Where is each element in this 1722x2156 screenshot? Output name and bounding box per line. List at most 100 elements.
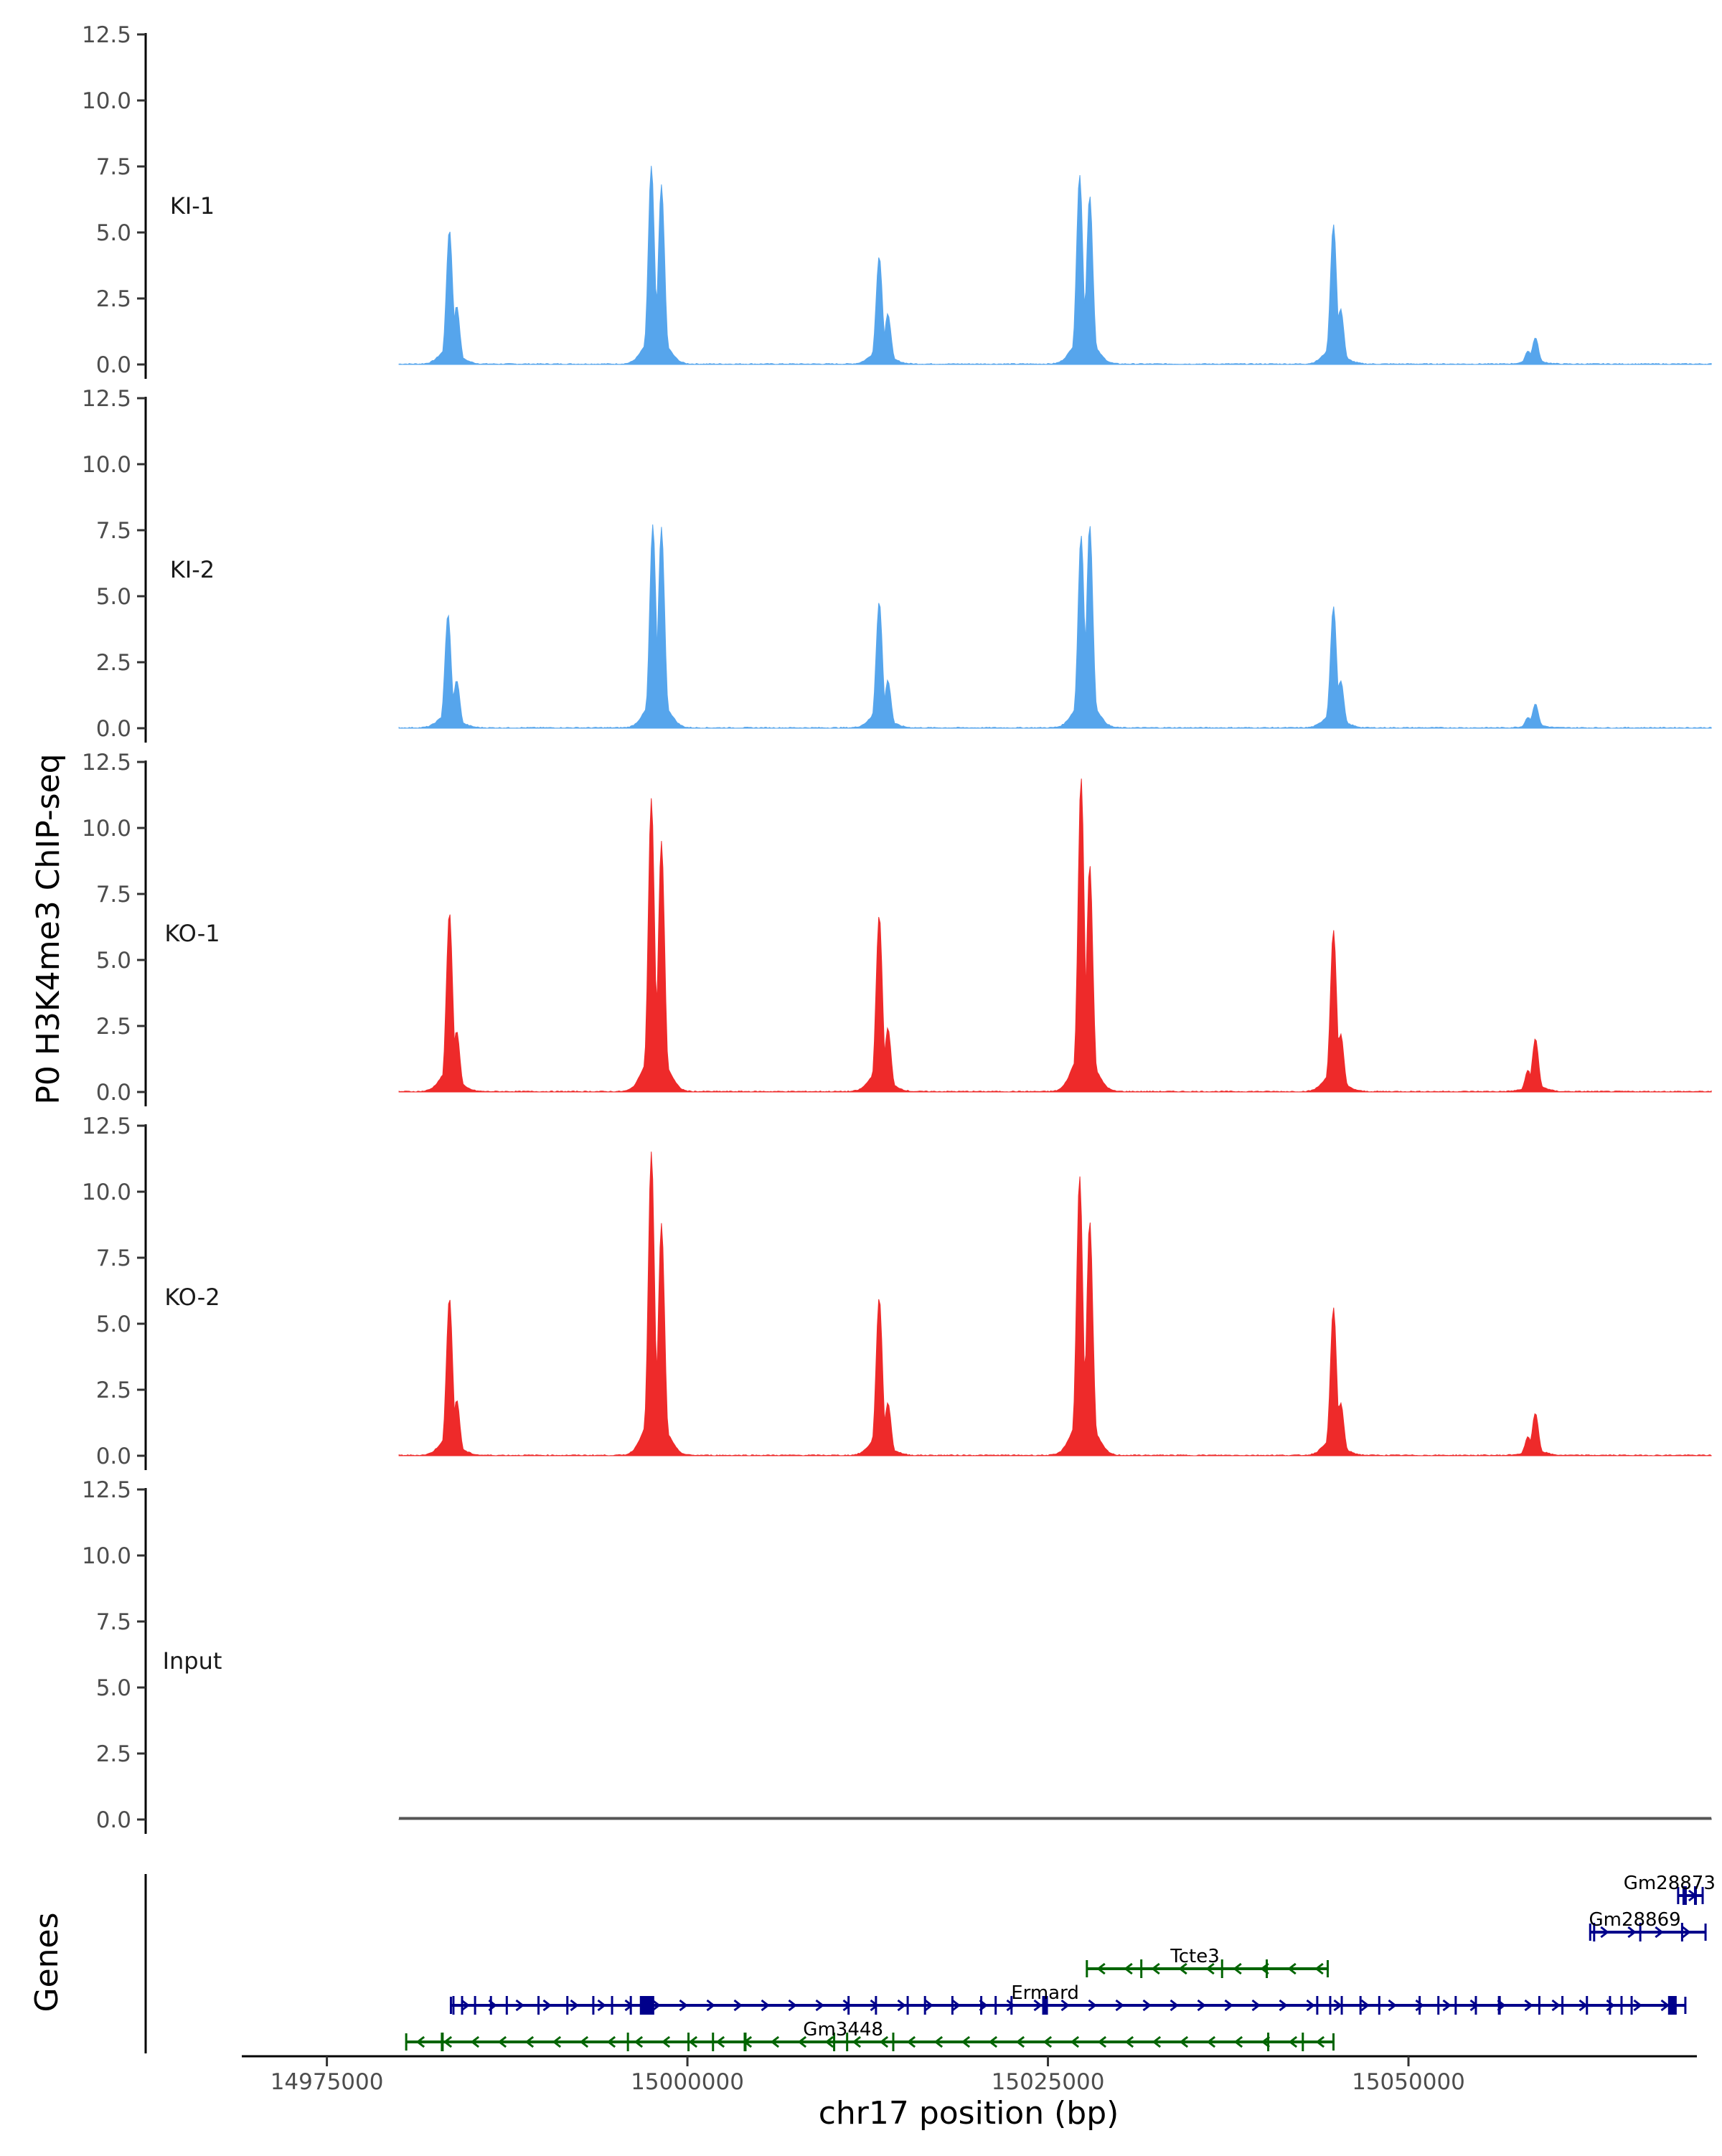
y-tick-label: 0.0	[96, 716, 131, 742]
exon	[566, 1996, 569, 2015]
exon	[712, 2033, 715, 2051]
strand-arrow	[1551, 1999, 1561, 2012]
exon	[1302, 2033, 1304, 2051]
gene-gm28869: Gm28869	[1589, 1909, 1707, 1941]
y-tick-label: 0.0	[96, 1807, 131, 1833]
exon	[1497, 1996, 1501, 2015]
exon	[846, 2033, 849, 2051]
y-tick-label: 2.5	[96, 286, 131, 312]
strand-arrow	[552, 2035, 562, 2048]
strand-arrow	[461, 1999, 470, 2012]
strand-arrow	[1142, 1999, 1152, 2012]
strand-arrow	[515, 1999, 524, 2012]
y-tick-label: 2.5	[96, 1741, 131, 1767]
exon	[1609, 1996, 1612, 2015]
exon	[951, 1996, 954, 2015]
exon	[1693, 1886, 1697, 1905]
exon	[1586, 1996, 1589, 2015]
exon	[906, 1996, 909, 2015]
exon	[1682, 1886, 1687, 1905]
y-tick-label: 5.0	[96, 948, 131, 974]
y-tick-label: 2.5	[96, 1014, 131, 1040]
strand-arrow	[1360, 1999, 1370, 2012]
track-input: 0.0 2.5 5.0 7.5 10.0 12.5 Input	[82, 1477, 1712, 1834]
y-tick-label: 12.5	[82, 1114, 131, 1139]
strand-arrow	[1682, 1926, 1691, 1939]
strand-arrow	[951, 1999, 961, 2012]
track-ki-2: 0.0 2.5 5.0 7.5 10.0 12.5 KI-2	[82, 386, 1712, 743]
strand-arrow	[1224, 1999, 1233, 2012]
exon	[1316, 1996, 1319, 2015]
strand-arrow	[988, 2035, 998, 2048]
exon	[489, 1996, 492, 2015]
y-tick-label: 0.0	[96, 1080, 131, 1106]
strand-arrow	[1660, 1999, 1670, 2012]
strand-arrow	[715, 2035, 725, 2048]
x-axis: 14975000 15000000 15025000 15050000	[242, 2055, 1697, 2095]
y-tick-label: 7.5	[96, 1246, 131, 1271]
exon	[1340, 1996, 1343, 2015]
exon	[1010, 1996, 1013, 2015]
strand-arrow	[879, 2035, 889, 2048]
track-label: KO-1	[164, 920, 220, 947]
y-tick-label: 0.0	[96, 1444, 131, 1469]
gene-label: Gm28869	[1589, 1909, 1680, 1931]
gene-gm28873: Gm28873	[1624, 1873, 1716, 1905]
exon	[441, 2033, 444, 2051]
exon	[1266, 1959, 1269, 1978]
gene-gm3448: Gm3448	[405, 2019, 1335, 2051]
strand-arrow	[688, 2035, 698, 2048]
gene-ermard: Ermard	[449, 1982, 1687, 2015]
strand-arrow	[1388, 1999, 1397, 2012]
exon	[833, 2033, 836, 2051]
y-tick-label: 5.0	[96, 220, 131, 246]
y-tick-label: 12.5	[82, 750, 131, 776]
strand-arrow	[1179, 2035, 1189, 2048]
exon	[687, 2033, 690, 2051]
exon	[1538, 1996, 1540, 2015]
y-axis-title: P0 H3K4me3 ChIP-seq	[30, 753, 67, 1104]
strand-arrow	[415, 2035, 425, 2048]
track-label: KO-2	[164, 1284, 220, 1311]
strand-arrow	[651, 1999, 661, 2012]
strand-arrow	[1655, 1926, 1664, 1939]
strand-arrow	[542, 1999, 552, 2012]
strand-arrow	[579, 2035, 589, 2048]
exon	[875, 1996, 878, 2015]
exon	[474, 1996, 476, 2015]
strand-arrow	[1288, 2035, 1298, 2048]
strand-arrow	[1124, 2035, 1134, 2048]
exon	[994, 1996, 997, 2015]
strand-arrow	[470, 2035, 480, 2048]
strand-arrow	[1233, 1962, 1242, 1975]
exon	[452, 1996, 455, 2015]
strand-arrow	[1279, 1999, 1288, 2012]
y-tick-label: 5.0	[96, 1312, 131, 1337]
x-tick-label: 15025000	[992, 2069, 1105, 2095]
y-tick-label: 10.0	[82, 88, 131, 114]
track-ki-1: 0.0 2.5 5.0 7.5 10.0 12.5 KI-1	[82, 22, 1712, 379]
track-ko-2: 0.0 2.5 5.0 7.5 10.0 12.5 KO-2	[82, 1114, 1712, 1470]
strand-arrow	[1315, 2035, 1325, 2048]
strand-arrow	[842, 1999, 852, 2012]
strand-arrow	[706, 1999, 715, 2012]
exon	[629, 1996, 632, 2015]
gene-label: Gm28873	[1624, 1873, 1716, 1894]
strand-arrow	[1124, 1962, 1133, 1975]
strand-arrow	[1442, 1999, 1452, 2012]
exon	[847, 1996, 850, 2015]
strand-arrow	[679, 1999, 688, 2012]
strand-arrow	[606, 2035, 616, 2048]
exon	[1267, 2033, 1270, 2051]
strand-arrow	[1006, 1999, 1015, 2012]
exon	[1474, 1996, 1477, 2015]
exon	[537, 1996, 540, 2015]
strand-arrow	[797, 2035, 807, 2048]
strand-arrow	[1633, 1999, 1642, 2012]
strand-arrow	[1524, 1999, 1533, 2012]
strand-arrow	[1251, 1999, 1261, 2012]
strand-arrow	[1627, 1926, 1637, 1939]
exon	[1220, 1959, 1223, 1978]
strand-arrow	[852, 2035, 862, 2048]
